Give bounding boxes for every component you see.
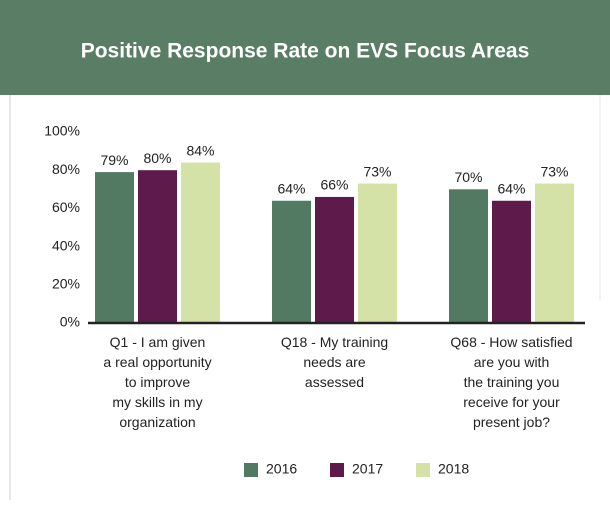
value-label: 64% <box>497 180 525 196</box>
bar <box>272 200 311 323</box>
value-label: 64% <box>277 180 305 196</box>
y-tick-label: 40% <box>52 237 80 253</box>
value-label: 70% <box>454 169 482 185</box>
legend-label: 2016 <box>266 461 297 477</box>
x-tick-label: Q18 - My training needs are assessed <box>281 334 388 390</box>
legend-label: 2018 <box>438 461 469 477</box>
legend-label: 2017 <box>352 461 383 477</box>
x-tick-label: Q68 - How satisfied are you with the train… <box>450 334 572 430</box>
y-tick-label: 80% <box>52 161 80 177</box>
value-label: 80% <box>143 150 171 166</box>
bar <box>449 189 488 323</box>
y-tick-label: 20% <box>52 276 80 292</box>
bar <box>315 196 354 323</box>
y-tick-label: 60% <box>52 199 80 215</box>
legend-swatch <box>330 463 344 477</box>
bar <box>181 162 220 323</box>
value-label: 79% <box>100 152 128 168</box>
value-label: 66% <box>320 177 348 193</box>
bar <box>492 200 531 323</box>
bar <box>95 172 134 323</box>
legend-swatch <box>416 463 430 477</box>
y-tick-label: 100% <box>44 123 80 139</box>
bar <box>535 183 574 323</box>
value-label: 84% <box>186 142 214 158</box>
legend-swatch <box>244 463 258 477</box>
bar <box>358 183 397 323</box>
header-band <box>0 0 610 95</box>
y-tick-label: 0% <box>60 314 80 330</box>
chart-title: Positive Response Rate on EVS Focus Area… <box>81 40 530 63</box>
x-tick-label: Q1 - I am given a real opportunity to impr… <box>103 334 211 430</box>
value-label: 73% <box>363 163 391 179</box>
value-label: 73% <box>540 163 568 179</box>
bar <box>138 170 177 323</box>
